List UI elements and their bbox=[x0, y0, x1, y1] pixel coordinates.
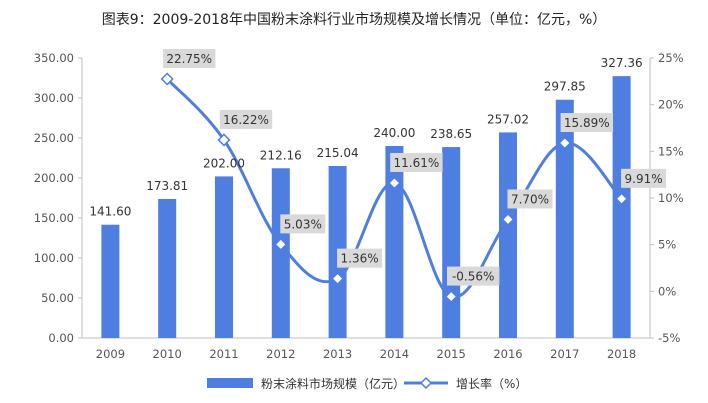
y-left-tick-label: 350.00 bbox=[34, 51, 74, 65]
bar bbox=[499, 132, 517, 338]
x-tick-label: 2015 bbox=[437, 347, 466, 361]
growth-rate-point bbox=[160, 72, 174, 86]
growth-rate-point bbox=[387, 176, 401, 190]
x-tick-label: 2013 bbox=[323, 347, 352, 361]
growth-rate-label: 16.22% bbox=[223, 113, 269, 127]
bar bbox=[101, 224, 120, 338]
legend-bar-swatch bbox=[207, 378, 253, 388]
y-right-tick-label: 5% bbox=[658, 238, 676, 252]
growth-rate-label-box bbox=[219, 109, 273, 129]
bar-value-label: 141.60 bbox=[89, 205, 131, 219]
bar-value-label: 202.00 bbox=[203, 156, 245, 170]
growth-rate-label: 22.75% bbox=[166, 52, 212, 66]
growth-rate-label-box bbox=[390, 152, 443, 172]
growth-rate-point bbox=[444, 289, 458, 304]
x-tick-label: 2018 bbox=[607, 347, 636, 361]
y-left-tick-label: 100.00 bbox=[34, 251, 74, 265]
growth-rate-label-box bbox=[337, 248, 383, 268]
bar-value-label: 212.16 bbox=[260, 148, 302, 162]
growth-rate-label-box bbox=[507, 189, 553, 209]
bar bbox=[215, 176, 233, 338]
growth-rate-label: 15.89% bbox=[564, 116, 610, 130]
bar-value-label: 173.81 bbox=[146, 179, 188, 193]
bar bbox=[612, 76, 631, 338]
bar bbox=[555, 99, 574, 338]
x-tick-label: 2016 bbox=[493, 347, 522, 361]
legend-line-label: 增长率（%） bbox=[456, 376, 527, 391]
bar-value-label: 238.65 bbox=[430, 127, 472, 141]
bar-value-label: 257.02 bbox=[487, 112, 529, 126]
bar-value-label: 327.36 bbox=[601, 56, 643, 70]
bar-value-label: 240.00 bbox=[373, 126, 415, 140]
growth-rate-label-box bbox=[280, 214, 326, 234]
legend-line-marker bbox=[419, 376, 433, 390]
growth-rate-point bbox=[274, 237, 288, 251]
y-right-tick-label: -5% bbox=[658, 331, 680, 345]
y-right-tick-label: 15% bbox=[658, 144, 684, 158]
growth-rate-label-box bbox=[163, 49, 216, 68]
y-right-tick-label: 10% bbox=[658, 191, 684, 205]
growth-rate-point bbox=[501, 212, 515, 227]
y-right-tick-label: 0% bbox=[658, 284, 676, 298]
growth-rate-label: 9.91% bbox=[625, 172, 663, 186]
y-left-tick-label: 200.00 bbox=[34, 171, 74, 185]
bar bbox=[271, 168, 290, 338]
bar-value-label: 297.85 bbox=[544, 80, 586, 94]
y-right-tick-label: 20% bbox=[658, 98, 684, 112]
growth-rate-label-box bbox=[621, 168, 667, 188]
bar-value-label: 215.04 bbox=[317, 146, 359, 160]
bar bbox=[158, 198, 177, 338]
x-tick-label: 2012 bbox=[266, 347, 295, 361]
growth-rate-label-box bbox=[560, 113, 613, 133]
x-tick-label: 2011 bbox=[209, 347, 238, 361]
growth-rate-label: 7.70% bbox=[511, 192, 549, 206]
growth-rate-label: 11.61% bbox=[394, 156, 440, 170]
y-left-tick-label: 300.00 bbox=[34, 91, 74, 105]
x-tick-label: 2010 bbox=[153, 347, 182, 361]
y-left-tick-label: 50.00 bbox=[41, 291, 74, 305]
growth-rate-point bbox=[217, 133, 231, 147]
growth-rate-label: 1.36% bbox=[341, 252, 379, 266]
growth-rate-point bbox=[615, 192, 629, 206]
growth-rate-label-box bbox=[447, 266, 500, 286]
x-tick-label: 2009 bbox=[96, 347, 125, 361]
growth-rate-point bbox=[558, 136, 572, 150]
growth-rate-point bbox=[331, 272, 345, 286]
x-tick-label: 2014 bbox=[380, 347, 409, 361]
chart-title: 图表9：2009-2018年中国粉末涂料行业市场规模及增长情况（单位：亿元，%） bbox=[101, 12, 607, 28]
y-left-tick-label: 0.00 bbox=[48, 331, 74, 345]
bar bbox=[442, 147, 461, 338]
y-left-tick-label: 250.00 bbox=[34, 131, 74, 145]
x-tick-label: 2017 bbox=[550, 347, 579, 361]
growth-rate-label: 5.03% bbox=[284, 217, 322, 231]
y-left-tick-label: 150.00 bbox=[34, 211, 74, 225]
legend-bar-label: 粉末涂料市场规模（亿元） bbox=[261, 376, 405, 391]
bar bbox=[385, 146, 404, 338]
y-right-tick-label: 25% bbox=[658, 51, 684, 65]
growth-rate-label: -0.56% bbox=[452, 270, 494, 284]
